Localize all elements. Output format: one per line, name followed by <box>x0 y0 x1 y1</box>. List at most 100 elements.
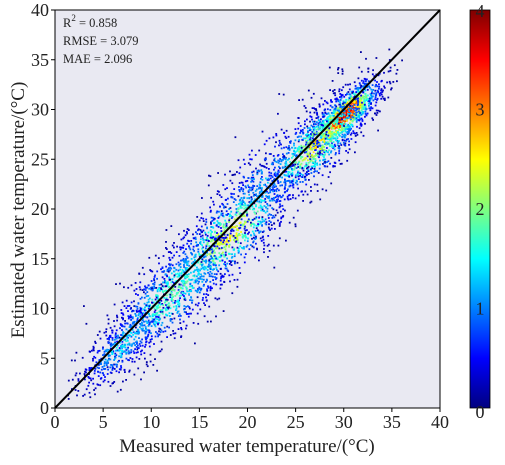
scatter-point <box>145 340 148 343</box>
scatter-point <box>378 85 381 88</box>
scatter-point <box>304 145 307 148</box>
y-tick-label: 10 <box>31 299 49 319</box>
scatter-point <box>161 267 164 269</box>
scatter-point <box>313 142 315 145</box>
scatter-point <box>371 117 374 120</box>
scatter-point <box>198 252 200 255</box>
scatter-point <box>288 175 290 178</box>
scatter-point <box>201 237 204 240</box>
scatter-point <box>277 154 280 156</box>
scatter-point <box>148 297 151 300</box>
scatter-point <box>169 315 171 317</box>
scatter-point <box>257 224 260 227</box>
scatter-point <box>135 356 138 359</box>
scatter-point <box>326 147 328 149</box>
scatter-point <box>203 283 205 286</box>
scatter-point <box>128 370 131 373</box>
scatter-point <box>338 152 341 155</box>
scatter-point <box>324 158 327 161</box>
scatter-point <box>270 227 273 230</box>
scatter-point <box>235 204 238 206</box>
scatter-point <box>269 199 271 202</box>
scatter-point <box>104 353 106 356</box>
scatter-point <box>177 299 180 302</box>
scatter-point <box>316 125 319 128</box>
scatter-point <box>109 366 112 369</box>
scatter-point <box>354 151 356 154</box>
scatter-point <box>353 81 356 84</box>
scatter-point <box>346 110 349 113</box>
scatter-point <box>307 168 309 171</box>
scatter-point <box>340 162 343 165</box>
scatter-point <box>206 320 209 323</box>
scatter-point <box>231 273 234 276</box>
scatter-point <box>148 313 150 315</box>
scatter-point <box>324 165 326 168</box>
scatter-point <box>353 109 356 112</box>
scatter-point <box>249 186 251 189</box>
scatter-point <box>211 257 213 260</box>
scatter-point <box>289 161 291 163</box>
scatter-point <box>209 236 212 239</box>
scatter-point <box>150 332 152 335</box>
scatter-point <box>150 335 153 338</box>
scatter-point <box>309 129 311 132</box>
scatter-point <box>233 279 236 281</box>
scatter-point <box>193 274 196 277</box>
scatter-point <box>243 247 245 250</box>
scatter-point <box>155 305 158 308</box>
scatter-point <box>121 351 123 353</box>
scatter-point <box>351 110 354 112</box>
scatter-point <box>296 150 299 152</box>
scatter-point <box>149 353 152 356</box>
scatter-point <box>292 152 295 155</box>
scatter-point <box>303 158 306 161</box>
scatter-point <box>230 264 233 266</box>
scatter-point <box>335 105 338 108</box>
scatter-point <box>282 194 284 197</box>
scatter-point <box>203 302 205 305</box>
scatter-point <box>213 262 215 265</box>
scatter-point <box>324 111 327 114</box>
scatter-point <box>186 232 188 235</box>
scatter-point <box>285 170 288 173</box>
rmse-stat: RMSE = 3.079 <box>63 34 138 48</box>
scatter-point <box>262 230 265 233</box>
scatter-point <box>340 106 343 109</box>
scatter-point <box>287 164 289 167</box>
scatter-point <box>143 288 145 291</box>
scatter-point <box>181 287 184 290</box>
scatter-point <box>181 246 183 249</box>
scatter-point <box>354 116 357 119</box>
scatter-point <box>115 337 118 340</box>
one-to-one-line <box>54 9 441 409</box>
scatter-point <box>184 281 187 283</box>
scatter-point <box>299 155 302 158</box>
scatter-point <box>148 341 151 344</box>
scatter-point <box>292 163 294 166</box>
scatter-point <box>139 323 141 325</box>
scatter-point <box>109 335 111 337</box>
x-tick-label: 20 <box>239 412 257 432</box>
scatter-point <box>180 328 183 331</box>
scatter-point <box>231 196 234 199</box>
scatter-point <box>135 351 138 354</box>
scatter-point <box>255 224 258 227</box>
scatter-point <box>101 366 104 368</box>
scatter-point <box>254 154 257 156</box>
scatter-point <box>226 257 228 260</box>
scatter-point <box>371 95 373 98</box>
scatter-point <box>114 336 117 339</box>
scatter-point <box>307 173 310 175</box>
scatter-point <box>173 337 176 340</box>
scatter-point <box>125 335 128 338</box>
scatter-point <box>311 107 314 109</box>
scatter-point <box>320 129 322 132</box>
scatter-point <box>215 267 218 269</box>
scatter-point <box>278 206 281 209</box>
scatter-point <box>180 287 182 290</box>
scatter-point <box>215 211 218 214</box>
scatter-point <box>275 133 278 135</box>
scatter-point <box>323 151 326 154</box>
scatter-point <box>162 286 165 288</box>
